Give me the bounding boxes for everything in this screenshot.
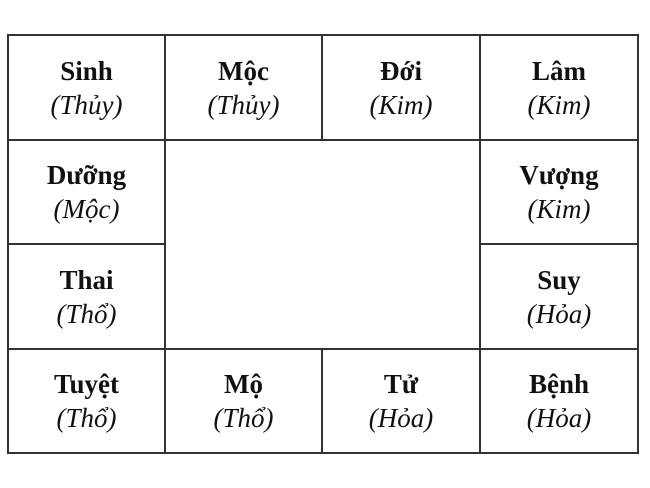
stage-name: Tuyệt	[53, 369, 120, 399]
stage-cell: Đới (Kim)	[321, 34, 481, 141]
stage-element: (Hỏa)	[368, 403, 434, 433]
stage-name: Đới	[380, 55, 422, 86]
stage-cell: Vượng (Kim)	[479, 139, 639, 245]
stage-element: (Thổ)	[56, 403, 117, 433]
stage-element: (Kim)	[527, 194, 591, 224]
center-empty-area	[164, 139, 481, 350]
stage-name: Lâm	[532, 55, 586, 86]
stage-element: (Thổ)	[56, 298, 117, 329]
stage-cell: Sinh (Thủy)	[7, 34, 166, 141]
stage-cell: Dưỡng (Mộc)	[7, 139, 166, 245]
stage-name: Tử	[383, 369, 419, 399]
stage-name: Dưỡng	[46, 160, 127, 190]
stage-element: (Thổ)	[213, 403, 274, 433]
stage-cell: Mộ (Thổ)	[164, 348, 323, 454]
stage-name: Bệnh	[528, 369, 590, 399]
stage-name: Thai	[59, 264, 114, 295]
stage-element: (Kim)	[369, 89, 433, 120]
stage-name: Suy	[537, 264, 581, 295]
stage-cell: Bệnh (Hỏa)	[479, 348, 639, 454]
stage-cell: Tử (Hỏa)	[321, 348, 481, 454]
stage-name: Vượng	[519, 160, 599, 190]
stage-cell: Mộc (Thủy)	[164, 34, 323, 141]
stage-name: Sinh	[60, 55, 113, 86]
stage-element: (Mộc)	[53, 194, 120, 224]
stage-element: (Kim)	[527, 89, 591, 120]
stage-cell: Suy (Hỏa)	[479, 243, 639, 350]
stage-cell: Thai (Thổ)	[7, 243, 166, 350]
stage-element: (Thủy)	[50, 89, 123, 120]
stage-element: (Thủy)	[207, 89, 280, 120]
stage-cell: Lâm (Kim)	[479, 34, 639, 141]
stage-name: Mộ	[224, 369, 263, 399]
stage-element: (Hỏa)	[526, 403, 592, 433]
stage-cell: Tuyệt (Thổ)	[7, 348, 166, 454]
stage-name: Mộc	[218, 55, 269, 86]
stage-element: (Hỏa)	[526, 298, 592, 329]
